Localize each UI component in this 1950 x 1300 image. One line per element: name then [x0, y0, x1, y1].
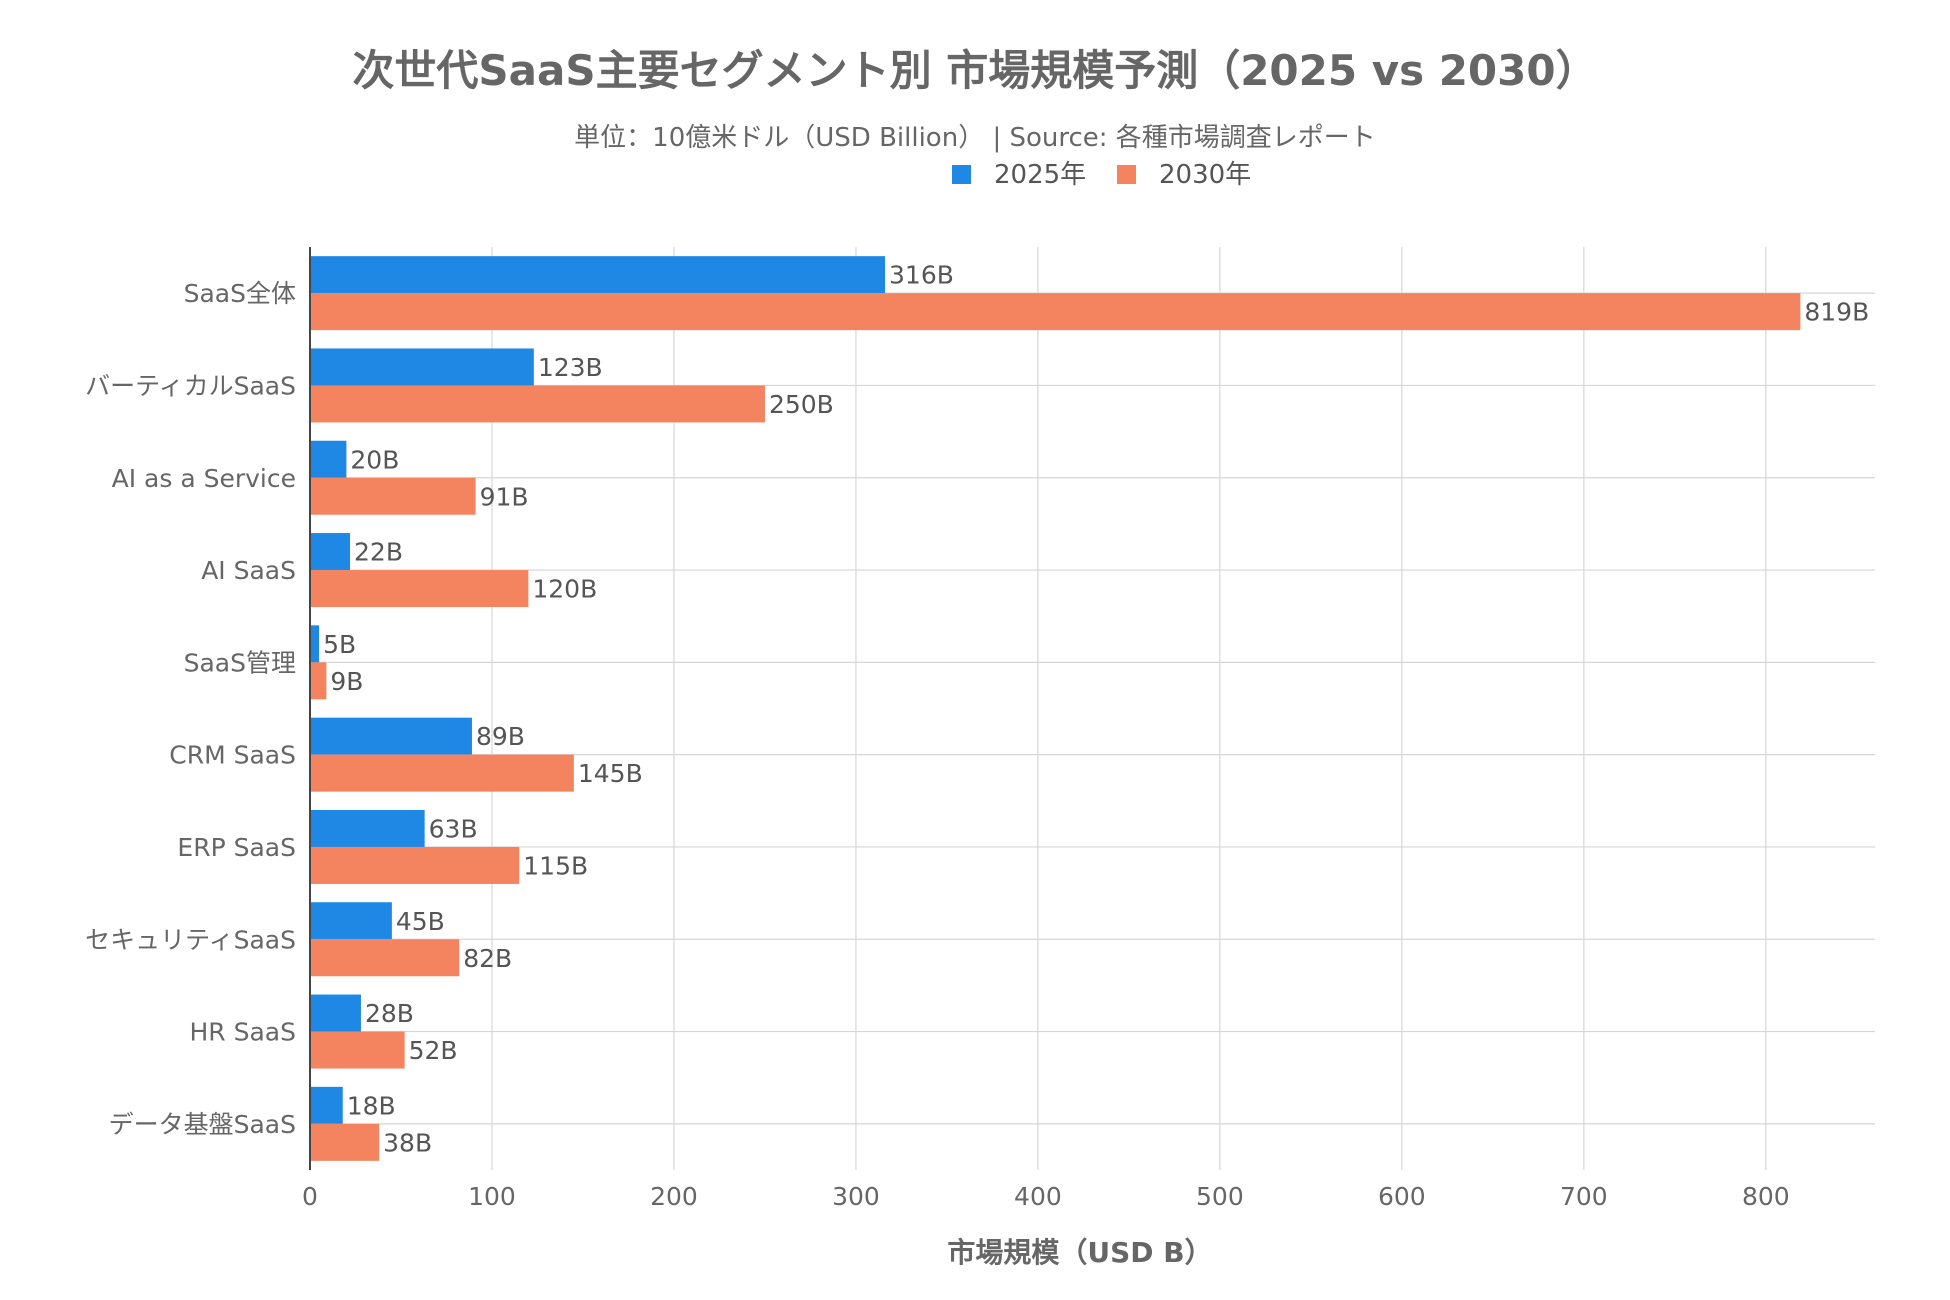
bar-value-label: 5B	[323, 630, 356, 659]
bar-2025[interactable]	[310, 717, 472, 755]
bar-group: 28B	[310, 994, 414, 1032]
bar-value-label: 250B	[769, 390, 834, 419]
bar-value-label: 38B	[383, 1128, 432, 1157]
bar-value-label: 63B	[429, 814, 478, 843]
bar-group: 20B	[310, 440, 399, 478]
bar-value-label: 115B	[523, 851, 588, 880]
y-tick-label: データ基盤SaaS	[109, 1110, 296, 1139]
bar-2025[interactable]	[310, 994, 361, 1032]
bar-group: 120B	[310, 570, 597, 608]
bar-value-label: 9B	[330, 667, 363, 696]
x-tick-label: 700	[1560, 1182, 1608, 1211]
bar-2030[interactable]	[310, 754, 574, 792]
bar-2030[interactable]	[310, 1123, 380, 1161]
bar-2025[interactable]	[310, 1086, 343, 1124]
bar-value-label: 82B	[463, 944, 512, 973]
y-tick-label: ERP SaaS	[177, 833, 296, 862]
x-tick-label: 100	[468, 1182, 516, 1211]
bar-group: 9B	[310, 662, 363, 700]
y-tick-label: SaaS全体	[184, 279, 296, 308]
y-tick-label: バーティカルSaaS	[85, 371, 296, 400]
bar-2030[interactable]	[310, 385, 765, 423]
bar-2030[interactable]	[310, 939, 460, 977]
legend-swatch	[1117, 165, 1136, 184]
y-tick-label: CRM SaaS	[169, 741, 296, 770]
bar-group: 45B	[310, 902, 445, 940]
bar-group: 52B	[310, 1031, 458, 1069]
bar-group: 18B	[310, 1086, 396, 1124]
bar-group: 38B	[310, 1123, 432, 1161]
x-tick-label: 300	[832, 1182, 880, 1211]
bar-2025[interactable]	[310, 809, 425, 847]
bars: 316B 819B 123B 250B 20B 91B 22B 120B 5B 9B 89B 145B…	[310, 256, 1869, 1161]
bar-2025[interactable]	[310, 440, 347, 478]
chart-subtitle: 単位：10億米ドル（USD Billion） | Source: 各種市場調査レ…	[574, 123, 1376, 153]
x-tick-label: 0	[302, 1182, 318, 1211]
bar-value-label: 18B	[347, 1091, 396, 1120]
y-tick-label: SaaS管理	[184, 648, 296, 677]
x-tick-label: 200	[650, 1182, 698, 1211]
bar-group: 5B	[310, 625, 356, 663]
bar-group: 63B	[310, 809, 478, 847]
gridlines	[310, 247, 1875, 1170]
bar-2030[interactable]	[310, 846, 520, 884]
bar-group: 819B	[310, 293, 1869, 331]
y-tick-label: セキュリティSaaS	[85, 925, 296, 954]
bar-group: 22B	[310, 533, 403, 571]
x-tick-label: 500	[1196, 1182, 1244, 1211]
bar-group: 89B	[310, 717, 525, 755]
bar-group: 82B	[310, 939, 512, 977]
bar-value-label: 316B	[889, 261, 954, 290]
bar-2030[interactable]	[310, 570, 529, 608]
bar-2030[interactable]	[310, 1031, 405, 1069]
y-tick-label: AI as a Service	[112, 464, 296, 493]
bar-2025[interactable]	[310, 902, 392, 940]
bar-group: 91B	[310, 477, 529, 515]
legend-label[interactable]: 2030年	[1159, 160, 1251, 190]
bar-2030[interactable]	[310, 662, 327, 700]
x-axis-ticks: 0 100 200 300 400 500 600 700 800	[302, 1182, 1790, 1211]
bar-value-label: 123B	[538, 353, 603, 382]
bar-value-label: 89B	[476, 722, 525, 751]
bar-2025[interactable]	[310, 256, 886, 294]
bar-value-label: 28B	[365, 999, 414, 1028]
legend-swatch	[952, 165, 971, 184]
bar-value-label: 22B	[354, 538, 403, 567]
y-tick-label: AI SaaS	[201, 556, 296, 585]
chart-title: 次世代SaaS主要セグメント別 市場規模予測（2025 vs 2030）	[352, 46, 1597, 95]
x-axis-title: 市場規模（USD B）	[947, 1236, 1212, 1269]
bar-2025[interactable]	[310, 348, 534, 386]
bar-value-label: 20B	[350, 445, 399, 474]
bar-group: 145B	[310, 754, 643, 792]
bar-2025[interactable]	[310, 533, 351, 571]
bar-group: 250B	[310, 385, 834, 423]
bar-2025[interactable]	[310, 625, 320, 663]
bar-2030[interactable]	[310, 293, 1801, 331]
legend-label[interactable]: 2025年	[994, 160, 1086, 190]
bar-group: 123B	[310, 348, 603, 386]
x-tick-label: 600	[1378, 1182, 1426, 1211]
bar-value-label: 45B	[396, 907, 445, 936]
bar-value-label: 91B	[480, 482, 529, 511]
bar-group: 115B	[310, 846, 588, 884]
x-tick-label: 400	[1014, 1182, 1062, 1211]
bar-2030[interactable]	[310, 477, 476, 515]
bar-group: 316B	[310, 256, 954, 294]
y-tick-label: HR SaaS	[190, 1018, 297, 1047]
bar-value-label: 52B	[409, 1036, 458, 1065]
bar-value-label: 819B	[1804, 298, 1869, 327]
bar-value-label: 120B	[532, 575, 597, 604]
legend: 2025年 2030年	[952, 160, 1251, 190]
bar-value-label: 145B	[578, 759, 643, 788]
x-tick-label: 800	[1742, 1182, 1790, 1211]
